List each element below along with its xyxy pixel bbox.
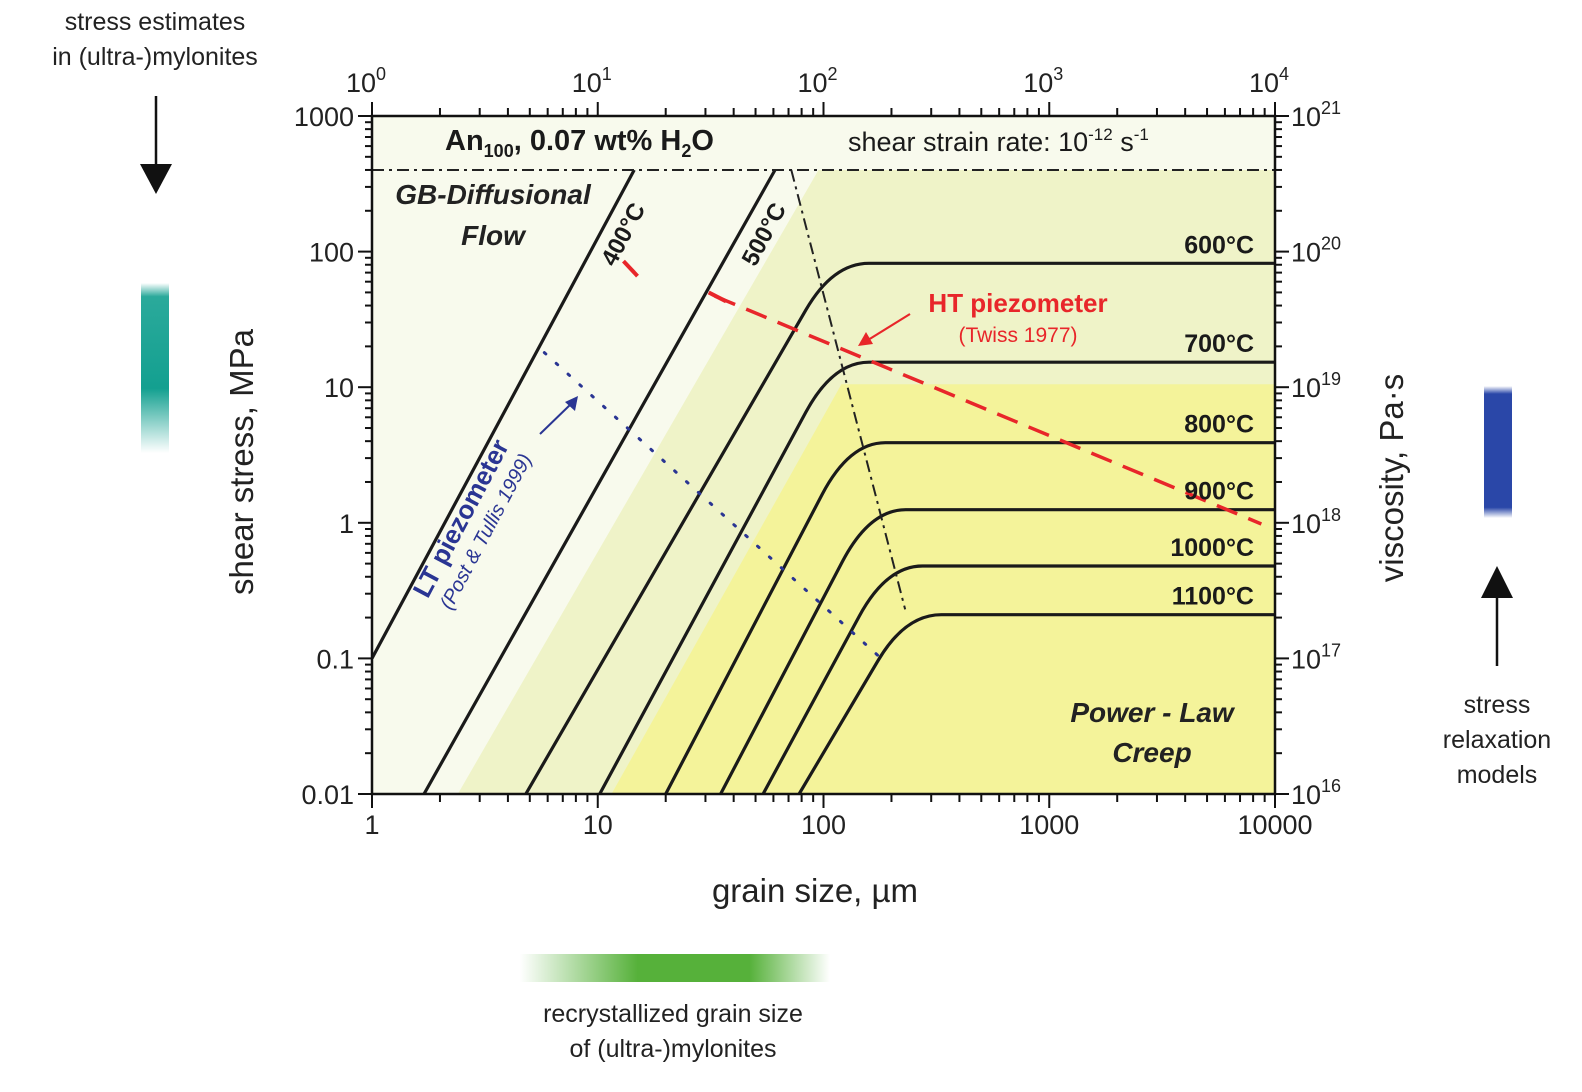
x-tick-label: 1000 xyxy=(1019,810,1079,840)
grain-size-annotation: recrystallized grain size of (ultra-)myl… xyxy=(473,997,873,1067)
ht-piezometer-label: HT piezometer xyxy=(928,288,1107,318)
stress-relaxation-annotation: stress relaxation models xyxy=(1422,688,1572,793)
stress-estimates-line2: in (ultra-)mylonites xyxy=(52,43,258,71)
y-tick-label: 0.01 xyxy=(301,780,354,810)
x-axis-title: grain size, µm xyxy=(712,872,918,909)
chart-labels: 1 10 100 1000 10000 0.01 0.1 1 10 100 1000 100 101 10… xyxy=(294,64,1341,840)
y-axis-title: shear stress, MPa xyxy=(223,328,260,595)
y-tick-label: 1 xyxy=(339,509,354,539)
x2-tick-label: 102 xyxy=(797,64,837,98)
isotherm-line xyxy=(598,360,1275,794)
isotherm-label: 800°C xyxy=(1184,411,1254,439)
y-tick-label: 100 xyxy=(309,238,354,268)
stress-estimates-line1: stress estimates xyxy=(64,8,246,36)
diffusion-region-label: GB-Diffusional xyxy=(395,179,592,210)
y-tick-label: 10 xyxy=(324,373,354,403)
y2-tick-label: 1018 xyxy=(1291,505,1341,539)
composition-label: An100, 0.07 wt% H2O xyxy=(445,125,714,161)
y2-tick-label: 1020 xyxy=(1291,234,1341,268)
y2-tick-label: 1019 xyxy=(1291,369,1341,403)
x-tick-label: 10 xyxy=(583,810,613,840)
isotherm-line xyxy=(372,169,636,660)
stress-estimates-annotation: stress estimates in (ultra-)mylonites xyxy=(15,5,295,75)
isotherm-label: 900°C xyxy=(1184,478,1254,506)
grain-size-line2: of (ultra-)mylonites xyxy=(569,1035,777,1063)
isotherm-line xyxy=(422,169,777,794)
isotherm-line xyxy=(797,613,1275,794)
lt-piezometer-line xyxy=(542,351,883,660)
y2-tick-label: 1016 xyxy=(1291,776,1341,810)
creep-region-label: Power - Law xyxy=(1070,697,1236,728)
y2-axis-title: viscosity, Pa·s xyxy=(1373,374,1410,582)
lt-piezometer-arrow xyxy=(539,396,578,435)
up-arrow-icon xyxy=(1481,566,1513,666)
green-grain-size-bar xyxy=(520,954,830,982)
y-tick-label: 1000 xyxy=(294,102,354,132)
creep-region-label-2: Creep xyxy=(1112,737,1191,768)
x2-tick-label: 104 xyxy=(1249,64,1289,98)
ht-piezometer-ref: (Twiss 1977) xyxy=(958,324,1077,347)
isotherm-line xyxy=(719,508,1275,794)
x-tick-label: 10000 xyxy=(1237,810,1312,840)
teal-stress-bar xyxy=(141,283,169,453)
isotherm-series xyxy=(372,168,1275,794)
x-tick-label: 100 xyxy=(801,810,846,840)
ht-piezometer-arrow xyxy=(858,313,911,346)
stress-relaxation-line1: stress xyxy=(1463,691,1531,719)
diffusion-region-label-2: Flow xyxy=(461,220,527,251)
strain-rate-label: shear strain rate: 10-12 s-1 xyxy=(848,125,1149,157)
ht-piezometer-segment xyxy=(622,259,639,278)
isotherm-line xyxy=(761,564,1275,794)
x2-tick-label: 103 xyxy=(1023,64,1063,98)
x-tick-label: 1 xyxy=(364,810,379,840)
y2-tick-label: 1021 xyxy=(1291,98,1341,132)
isotherm-line xyxy=(524,261,1275,794)
axes xyxy=(358,102,1289,808)
isotherm-label: 1000°C xyxy=(1170,534,1254,562)
isotherm-label: 1100°C xyxy=(1172,583,1254,611)
down-arrow-icon xyxy=(140,96,172,194)
x2-tick-label: 100 xyxy=(346,64,386,98)
ht-piezometer-segment xyxy=(707,290,727,304)
regime-boundary-line xyxy=(790,169,907,610)
y-tick-label: 0.1 xyxy=(316,644,354,674)
isotherm-label: 700°C xyxy=(1184,330,1254,358)
ht-piezometer-line xyxy=(714,294,1263,526)
stress-relaxation-line2: relaxation xyxy=(1442,726,1552,754)
x2-tick-label: 101 xyxy=(572,64,612,98)
regime-regions xyxy=(372,116,1275,794)
grain-size-line1: recrystallized grain size xyxy=(543,1000,803,1028)
isotherm-label: 600°C xyxy=(1184,231,1254,259)
isotherm-line xyxy=(664,441,1275,794)
region-power-law-creep xyxy=(611,384,1275,794)
stress-relaxation-line3: models xyxy=(1456,761,1538,789)
blue-viscosity-bar xyxy=(1484,386,1512,518)
y2-tick-label: 1017 xyxy=(1291,640,1341,674)
